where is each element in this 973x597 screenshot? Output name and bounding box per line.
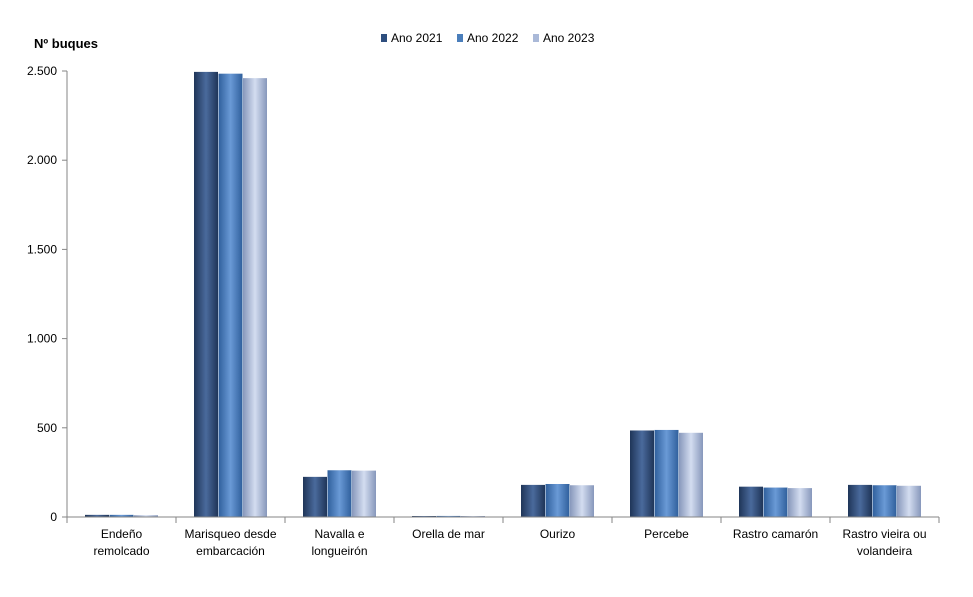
bar bbox=[763, 487, 788, 517]
y-tick-label: 2.500 bbox=[27, 64, 57, 78]
bar bbox=[872, 485, 897, 517]
x-category-label: embarcación bbox=[196, 544, 265, 558]
bar bbox=[848, 484, 872, 517]
bar bbox=[545, 483, 570, 517]
bar bbox=[303, 476, 327, 517]
x-category-label: volandeira bbox=[857, 544, 913, 558]
bar bbox=[739, 486, 763, 517]
x-category-label: Endeño bbox=[101, 527, 143, 541]
legend-swatch bbox=[533, 34, 539, 42]
y-tick-label: 2.000 bbox=[27, 153, 57, 167]
legend-swatch bbox=[457, 34, 463, 42]
legend-label: Ano 2022 bbox=[467, 31, 519, 45]
y-tick-label: 1.500 bbox=[27, 242, 57, 256]
bar bbox=[194, 71, 218, 517]
bars bbox=[85, 71, 921, 518]
x-category-label: Rastro vieira ou bbox=[842, 527, 926, 541]
x-category-label: Navalla e bbox=[314, 527, 364, 541]
bar bbox=[897, 485, 921, 517]
legend-label: Ano 2023 bbox=[543, 31, 595, 45]
x-category-label: Orella de mar bbox=[412, 527, 485, 541]
x-category-label: Ourizo bbox=[540, 527, 576, 541]
bar bbox=[570, 485, 594, 517]
x-category-label: Percebe bbox=[644, 527, 689, 541]
bar bbox=[788, 488, 812, 517]
legend: Ano 2021 Ano 2022 Ano 2023 bbox=[381, 31, 595, 45]
bar bbox=[654, 429, 679, 517]
y-axis: 0 500 1.000 1.500 2.000 2.500 bbox=[27, 64, 68, 524]
legend-label: Ano 2021 bbox=[391, 31, 443, 45]
bar bbox=[218, 73, 243, 518]
bar bbox=[243, 78, 267, 518]
bar bbox=[327, 470, 352, 517]
bar bbox=[352, 470, 376, 517]
x-axis: Endeño remolcado Marisqueo desde embarcació… bbox=[66, 516, 940, 558]
bar bbox=[630, 430, 654, 517]
x-category-label: Rastro camarón bbox=[733, 527, 818, 541]
bar bbox=[679, 432, 703, 517]
y-tick-label: 0 bbox=[50, 510, 57, 524]
bar bbox=[521, 484, 545, 517]
x-category-label: longueirón bbox=[311, 544, 367, 558]
y-axis-label: Nº buques bbox=[34, 36, 98, 51]
y-tick-label: 500 bbox=[37, 421, 57, 435]
bar bbox=[134, 515, 158, 517]
y-tick-label: 1.000 bbox=[27, 332, 57, 346]
bar bbox=[85, 514, 109, 517]
legend-swatch bbox=[381, 34, 387, 42]
x-category-label: remolcado bbox=[93, 544, 149, 558]
bar bbox=[109, 514, 134, 517]
x-category-label: Marisqueo desde bbox=[184, 527, 276, 541]
bar bbox=[436, 515, 461, 517]
